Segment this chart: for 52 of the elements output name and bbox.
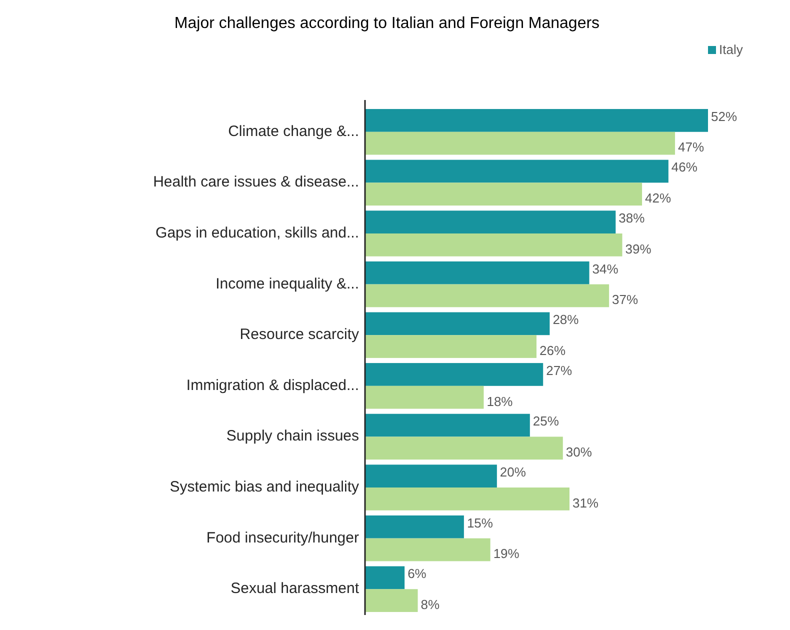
y-tick-label: Food insecurity/hunger xyxy=(206,529,359,546)
y-tick-label: Climate change &... xyxy=(228,122,359,140)
data-label: 20% xyxy=(500,464,526,480)
y-tick-label: Health care issues & disease... xyxy=(153,174,359,191)
data-label: 19% xyxy=(493,546,520,562)
data-label: 42% xyxy=(645,190,672,206)
data-label: 37% xyxy=(612,292,639,308)
data-label: 38% xyxy=(618,210,646,226)
y-tick-label: Supply chain issues xyxy=(226,428,359,445)
data-label: 15% xyxy=(466,515,494,530)
data-label: 6% xyxy=(408,566,427,582)
data-label: 30% xyxy=(566,444,592,460)
bar xyxy=(365,515,464,538)
bar xyxy=(365,160,668,183)
data-label: 28% xyxy=(552,312,580,328)
y-tick-label: Income inequality &... xyxy=(216,275,359,292)
data-label: 27% xyxy=(546,362,573,378)
bar xyxy=(365,589,418,612)
y-tick-label: Immigration & displaced... xyxy=(186,376,359,394)
data-label: 47% xyxy=(678,140,704,155)
data-label: 52% xyxy=(711,108,738,124)
bar xyxy=(365,335,536,358)
bar xyxy=(365,182,642,206)
data-label: 18% xyxy=(486,394,514,409)
data-label: 34% xyxy=(592,261,619,276)
y-tick-label: Sexual harassment xyxy=(230,580,360,598)
data-label: 26% xyxy=(540,342,566,358)
bar xyxy=(365,210,616,234)
y-tick-label: Resource scarcity xyxy=(240,326,360,344)
data-label: 8% xyxy=(420,596,440,612)
data-label: 25% xyxy=(532,414,560,429)
legend-label: Italy xyxy=(719,42,744,57)
bar xyxy=(365,488,570,510)
y-tick-label: Systemic bias and inequality xyxy=(170,478,360,496)
bar xyxy=(365,566,405,590)
chart-title: Major challenges according to Italian and Foreign Managers xyxy=(174,15,600,32)
bar xyxy=(365,414,530,437)
bar xyxy=(365,109,708,132)
bar xyxy=(365,436,563,460)
data-label: 39% xyxy=(625,241,652,256)
data-label: 31% xyxy=(572,495,599,510)
y-tick-label: Gaps in education, skills and... xyxy=(156,224,359,242)
bar xyxy=(365,363,544,386)
bar xyxy=(365,464,497,488)
bar xyxy=(365,233,622,256)
bar xyxy=(365,312,550,336)
bar xyxy=(365,538,490,562)
bar xyxy=(365,132,676,155)
bar xyxy=(365,386,484,409)
bar xyxy=(365,284,610,308)
data-label: 46% xyxy=(671,160,698,175)
bar xyxy=(365,261,590,284)
